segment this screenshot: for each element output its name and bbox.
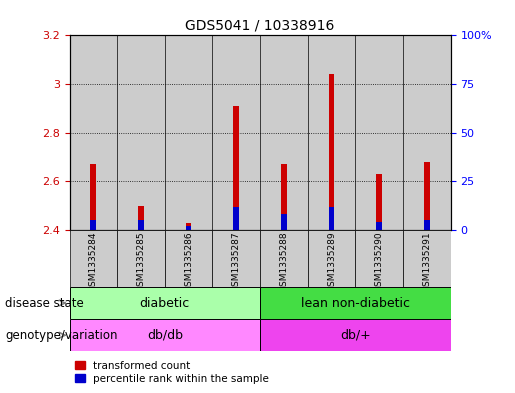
Text: disease state: disease state xyxy=(5,296,84,310)
Bar xyxy=(165,230,212,287)
Bar xyxy=(70,319,260,351)
Bar xyxy=(281,164,287,230)
Bar xyxy=(355,35,403,230)
Bar xyxy=(307,35,355,230)
Text: GSM1335288: GSM1335288 xyxy=(280,231,288,292)
Bar xyxy=(70,230,117,287)
Bar xyxy=(165,35,212,230)
Bar xyxy=(91,164,96,230)
Bar xyxy=(260,319,451,351)
Text: GSM1335286: GSM1335286 xyxy=(184,231,193,292)
Bar xyxy=(329,74,334,230)
Text: db/+: db/+ xyxy=(340,329,371,342)
Bar xyxy=(117,230,165,287)
Bar xyxy=(355,230,403,287)
Bar xyxy=(186,226,192,230)
Text: db/db: db/db xyxy=(147,329,183,342)
Bar xyxy=(403,230,451,287)
Bar xyxy=(233,207,239,230)
Text: GSM1335284: GSM1335284 xyxy=(89,231,98,292)
Text: diabetic: diabetic xyxy=(140,296,190,310)
Bar xyxy=(424,220,430,230)
Bar xyxy=(138,206,144,230)
Bar xyxy=(281,214,287,230)
Text: GSM1335287: GSM1335287 xyxy=(232,231,241,292)
Bar xyxy=(70,287,260,319)
Bar xyxy=(424,162,430,230)
Legend: transformed count, percentile rank within the sample: transformed count, percentile rank withi… xyxy=(75,361,269,384)
Bar xyxy=(329,207,334,230)
Bar xyxy=(138,220,144,230)
Text: GSM1335289: GSM1335289 xyxy=(327,231,336,292)
Bar xyxy=(307,230,355,287)
Text: GSM1335285: GSM1335285 xyxy=(136,231,145,292)
Text: genotype/variation: genotype/variation xyxy=(5,329,117,342)
Bar xyxy=(91,220,96,230)
Text: lean non-diabetic: lean non-diabetic xyxy=(301,296,410,310)
Bar xyxy=(260,35,308,230)
Bar xyxy=(212,230,260,287)
Bar xyxy=(403,35,451,230)
Bar xyxy=(376,174,382,230)
Bar xyxy=(186,222,192,230)
Bar xyxy=(117,35,165,230)
Text: GSM1335290: GSM1335290 xyxy=(375,231,384,292)
Bar xyxy=(376,222,382,230)
Bar xyxy=(260,287,451,319)
Bar xyxy=(260,230,308,287)
Bar xyxy=(233,106,239,230)
Bar xyxy=(212,35,260,230)
Title: GDS5041 / 10338916: GDS5041 / 10338916 xyxy=(185,19,335,33)
Text: GSM1335291: GSM1335291 xyxy=(422,231,431,292)
Bar xyxy=(70,35,117,230)
